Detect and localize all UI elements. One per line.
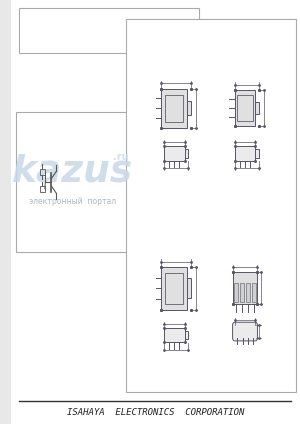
Bar (164, 328, 184, 342)
Bar (161, 267, 187, 310)
FancyBboxPatch shape (232, 322, 257, 341)
Bar (187, 278, 191, 298)
Bar (240, 283, 244, 302)
Text: ISAHAYA  ELECTRONICS  CORPORATION: ISAHAYA ELECTRONICS CORPORATION (67, 407, 244, 417)
Bar (40, 186, 45, 192)
Bar (16, 112, 144, 252)
Bar (165, 95, 183, 122)
Bar (246, 283, 250, 302)
Bar (164, 146, 184, 161)
Bar (126, 19, 296, 392)
Bar (235, 90, 255, 126)
Bar (40, 169, 45, 175)
Bar (238, 95, 253, 121)
Bar (184, 331, 188, 339)
Bar (19, 8, 199, 53)
Text: электронный  портал: электронный портал (29, 197, 116, 206)
Bar (252, 283, 256, 302)
Bar (235, 146, 255, 161)
Bar (255, 102, 260, 114)
Bar (165, 273, 183, 304)
Bar (187, 101, 191, 115)
Bar (255, 149, 259, 158)
Text: kazus: kazus (12, 154, 134, 190)
Bar (184, 149, 188, 158)
Bar (233, 272, 257, 304)
Bar (234, 283, 238, 302)
Bar (161, 89, 187, 128)
Text: .ru: .ru (113, 152, 129, 162)
